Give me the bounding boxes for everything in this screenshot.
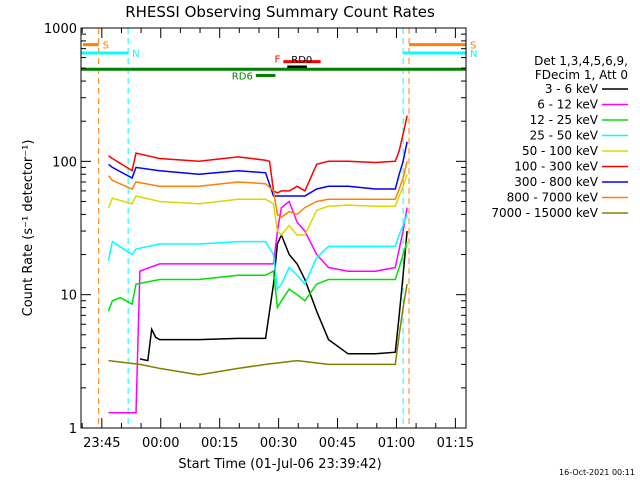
series-line-6-12-kev [108, 200, 408, 414]
legend-header-1: FDecim 1, Att 0 [535, 68, 628, 82]
x-tick-label-6: 01:15 [437, 436, 474, 451]
chart-title: RHESSI Observing Summary Count Rates [125, 3, 435, 21]
legend-label-3-6-kev: 3 - 6 keV [545, 82, 599, 96]
legend-label-6-12-kev: 6 - 12 keV [537, 98, 599, 112]
legend-label-25-50-kev: 25 - 50 keV [530, 129, 599, 143]
segment-label-s-0: S [103, 41, 109, 52]
plot-frame [80, 27, 467, 429]
series-lines [107, 115, 408, 414]
x-axis-label: Start Time (01-Jul-06 23:39:42) [178, 457, 381, 472]
x-tick-label-4: 00:45 [319, 436, 356, 451]
x-tick-label-2: 00:15 [201, 436, 238, 451]
plot-area [81, 28, 466, 428]
legend-label-800-7000-kev: 800 - 7000 keV [507, 191, 599, 205]
series-line-3-6-kev [139, 231, 408, 362]
y-axis-label: Count Rate (s⁻¹ detector⁻¹) [21, 140, 36, 317]
series-line-50-100-kev [107, 174, 408, 237]
footer-timestamp: 16-Oct-2021 00:11 [559, 468, 635, 477]
x-tick-label-5: 01:00 [378, 436, 415, 451]
x-tick-label-1: 00:00 [142, 436, 179, 451]
series-line-25-50-kev [107, 214, 408, 291]
legend-label-12-25-kev: 12 - 25 keV [530, 113, 599, 127]
segment-label-n-2: N [132, 49, 139, 60]
series-line-100-300-kev [108, 115, 408, 194]
segment-label-rd6-6: RD6 [232, 72, 253, 83]
series-line-300-800-kev [108, 141, 408, 197]
segment-label-rd0-5: RD0 [291, 55, 312, 66]
series-line-12-25-kev [107, 241, 408, 312]
legend: Det 1,3,4,5,6,9,FDecim 1, Att 03 - 6 keV… [491, 54, 628, 220]
segment-label-s-1: S [470, 41, 476, 52]
legend-header-0: Det 1,3,4,5,6,9, [534, 54, 628, 68]
legend-label-7000-15000-kev: 7000 - 15000 keV [491, 206, 598, 220]
y-tick-label-2: 100 [52, 155, 77, 170]
series-line-800-7000-kev [107, 161, 408, 219]
x-tick-label-0: 23:45 [83, 436, 120, 451]
legend-label-100-300-kev: 100 - 300 keV [514, 160, 598, 174]
series-line-7000-15000-kev [108, 283, 408, 376]
y-tick-label-0: 1 [69, 422, 77, 437]
y-tick-label-3: 1000 [44, 22, 77, 37]
x-tick-label-3: 00:30 [260, 436, 297, 451]
plot-background [81, 28, 466, 428]
legend-label-300-800-kev: 300 - 800 keV [514, 175, 598, 189]
segment-label-n-3: N [470, 49, 477, 60]
legend-label-50-100-kev: 50 - 100 keV [522, 144, 599, 158]
axes: 1 10 100 1000 23:45 00:00 00:15 00:30 00:45 01:00… [44, 22, 474, 451]
segment-label-f-4: F [275, 55, 281, 66]
y-tick-label-1: 10 [60, 289, 77, 304]
